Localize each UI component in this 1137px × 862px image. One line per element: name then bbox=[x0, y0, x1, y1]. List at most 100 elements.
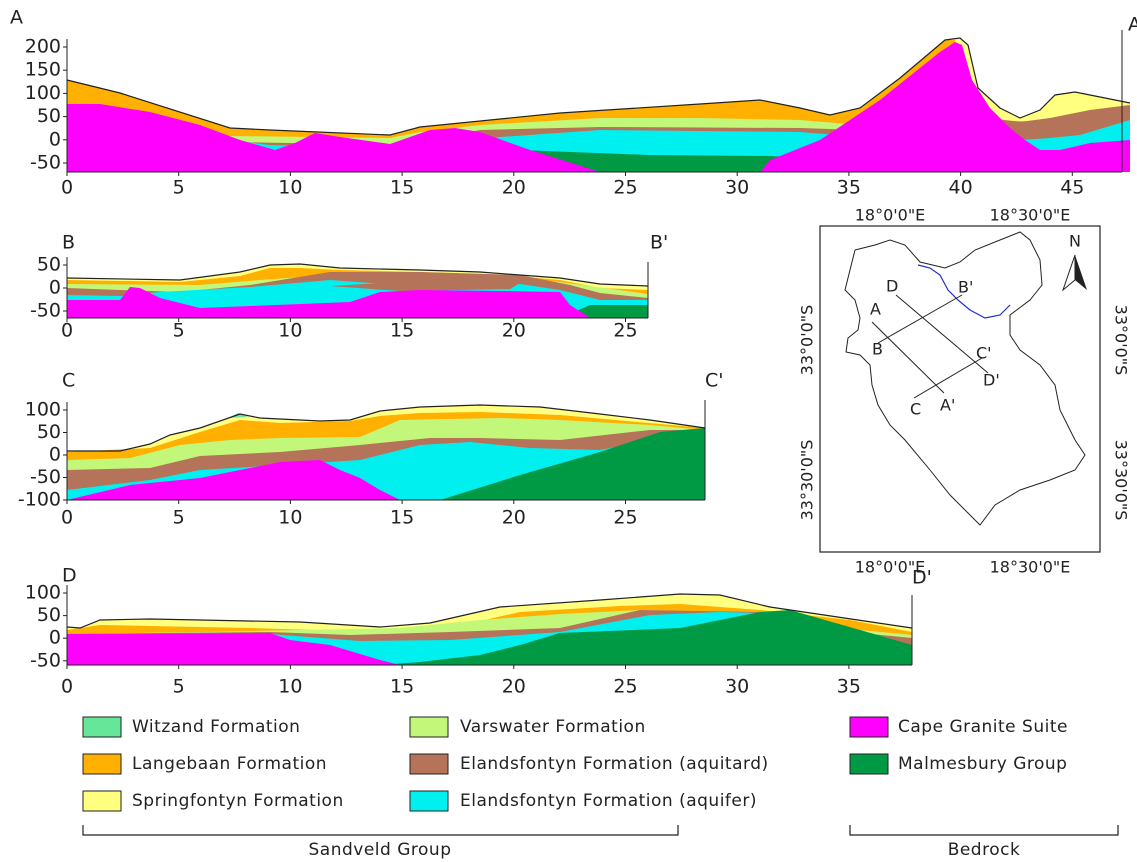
legend-label: Cape Granite Suite bbox=[898, 717, 1068, 737]
legend-label: Springfontyn Formation bbox=[132, 791, 344, 811]
map-lon-label: 18°30'0"E bbox=[990, 206, 1071, 225]
swatch bbox=[83, 754, 121, 774]
swatch bbox=[850, 754, 888, 774]
x-tick-label: 20 bbox=[502, 676, 526, 698]
map-lat-label: 33°0'0"S bbox=[1112, 305, 1131, 376]
map-lat-label: 33°30'0"S bbox=[798, 440, 817, 521]
x-tick-label: 20 bbox=[502, 177, 526, 199]
north-arrow: N bbox=[1063, 232, 1087, 291]
section-end-label: C' bbox=[705, 370, 724, 392]
x-tick-label: 5 bbox=[173, 177, 185, 199]
figure: 200150100500-50051015202530354045AA500-5… bbox=[0, 0, 1137, 862]
x-tick-label: 45 bbox=[1060, 177, 1084, 199]
coastline bbox=[845, 232, 1085, 525]
x-tick-label: 20 bbox=[502, 507, 526, 529]
arrow-left bbox=[1063, 255, 1075, 290]
x-tick-label: 25 bbox=[613, 320, 637, 342]
swatch bbox=[410, 717, 448, 737]
section-d bbox=[67, 594, 912, 665]
section-start-label: D bbox=[62, 565, 77, 587]
map-frame bbox=[820, 226, 1100, 552]
y-tick-label: 100 bbox=[25, 82, 61, 104]
y-tick-label: 0 bbox=[49, 277, 61, 299]
x-tick-label: 10 bbox=[278, 676, 302, 698]
section-start-label: A bbox=[10, 7, 23, 29]
y-tick-label: 50 bbox=[37, 254, 61, 276]
x-tick-label: 15 bbox=[390, 177, 414, 199]
swatch bbox=[410, 791, 448, 811]
x-tick-label: 25 bbox=[613, 676, 637, 698]
section-end-label: A bbox=[1128, 14, 1137, 36]
legend-label: Malmesbury Group bbox=[898, 754, 1067, 774]
legend-label: Elandsfontyn Formation (aquifer) bbox=[460, 791, 757, 811]
y-tick-label: -50 bbox=[30, 300, 61, 322]
y-tick-label: 100 bbox=[25, 399, 61, 421]
map: N A A' B B' C C' D D' 18°0'0"E 18°30'0"E… bbox=[798, 206, 1131, 577]
map-point: C' bbox=[976, 344, 992, 363]
map-point: C bbox=[910, 400, 921, 419]
line-b bbox=[878, 295, 962, 343]
x-tick-label: 0 bbox=[61, 507, 73, 529]
y-tick-label: 50 bbox=[37, 421, 61, 443]
x-tick-label: 15 bbox=[390, 676, 414, 698]
y-tick-label: 0 bbox=[49, 128, 61, 150]
y-tick-label: -50 bbox=[30, 152, 61, 174]
x-tick-label: 35 bbox=[837, 177, 861, 199]
y-tick-label: 150 bbox=[25, 59, 61, 81]
x-tick-label: 0 bbox=[61, 177, 73, 199]
swatch bbox=[850, 717, 888, 737]
map-lon-label: 18°0'0"E bbox=[855, 558, 926, 577]
map-lat-label: 33°30'0"S bbox=[1112, 440, 1131, 521]
swatch bbox=[83, 717, 121, 737]
map-lat-label: 33°0'0"S bbox=[798, 305, 817, 376]
x-tick-label: 0 bbox=[61, 320, 73, 342]
y-tick-label: 0 bbox=[49, 627, 61, 649]
x-tick-label: 15 bbox=[390, 320, 414, 342]
y-tick-label: 50 bbox=[37, 105, 61, 127]
x-tick-label: 25 bbox=[613, 177, 637, 199]
x-tick-label: 5 bbox=[173, 507, 185, 529]
arrow-right bbox=[1075, 255, 1087, 290]
line-c bbox=[914, 358, 982, 398]
map-point: D bbox=[886, 277, 898, 296]
x-tick-label: 30 bbox=[725, 177, 749, 199]
map-point: B' bbox=[958, 278, 973, 297]
y-tick-label: 50 bbox=[37, 604, 61, 626]
section-end-label: B' bbox=[650, 232, 668, 254]
map-point: B bbox=[872, 340, 883, 359]
legend-label: Elandsfontyn Formation (aquitard) bbox=[460, 754, 769, 774]
group-label: Sandveld Group bbox=[309, 840, 452, 860]
map-point: A bbox=[870, 300, 881, 319]
map-point: D' bbox=[983, 371, 1000, 390]
x-tick-label: 15 bbox=[390, 507, 414, 529]
map-lon-label: 18°0'0"E bbox=[855, 206, 926, 225]
x-tick-label: 40 bbox=[949, 177, 973, 199]
swatch bbox=[410, 754, 448, 774]
legend-label: Langebaan Formation bbox=[132, 754, 327, 774]
x-tick-label: 20 bbox=[502, 320, 526, 342]
section-a bbox=[67, 38, 1130, 172]
swatch bbox=[83, 791, 121, 811]
legend: Witzand Formation Langebaan Formation Sp… bbox=[83, 717, 1118, 860]
map-lon-label: 18°30'0"E bbox=[990, 558, 1071, 577]
section-start-label: C bbox=[62, 370, 75, 392]
x-tick-label: 0 bbox=[61, 676, 73, 698]
x-tick-label: 35 bbox=[837, 676, 861, 698]
group-label: Bedrock bbox=[948, 840, 1021, 860]
x-tick-label: 5 bbox=[173, 320, 185, 342]
y-tick-label: 100 bbox=[25, 582, 61, 604]
section-c bbox=[67, 405, 705, 500]
x-tick-label: 5 bbox=[173, 676, 185, 698]
group-bracket bbox=[83, 825, 678, 835]
group-bracket bbox=[850, 825, 1118, 835]
y-tick-label: -50 bbox=[30, 649, 61, 671]
x-tick-label: 10 bbox=[278, 507, 302, 529]
north-label: N bbox=[1069, 232, 1081, 251]
y-tick-label: -50 bbox=[30, 466, 61, 488]
section-start-label: B bbox=[62, 232, 75, 254]
y-tick-label: -100 bbox=[18, 489, 61, 511]
y-tick-label: 200 bbox=[25, 36, 61, 58]
legend-label: Varswater Formation bbox=[460, 717, 646, 737]
x-tick-label: 10 bbox=[278, 177, 302, 199]
x-tick-label: 10 bbox=[278, 320, 302, 342]
